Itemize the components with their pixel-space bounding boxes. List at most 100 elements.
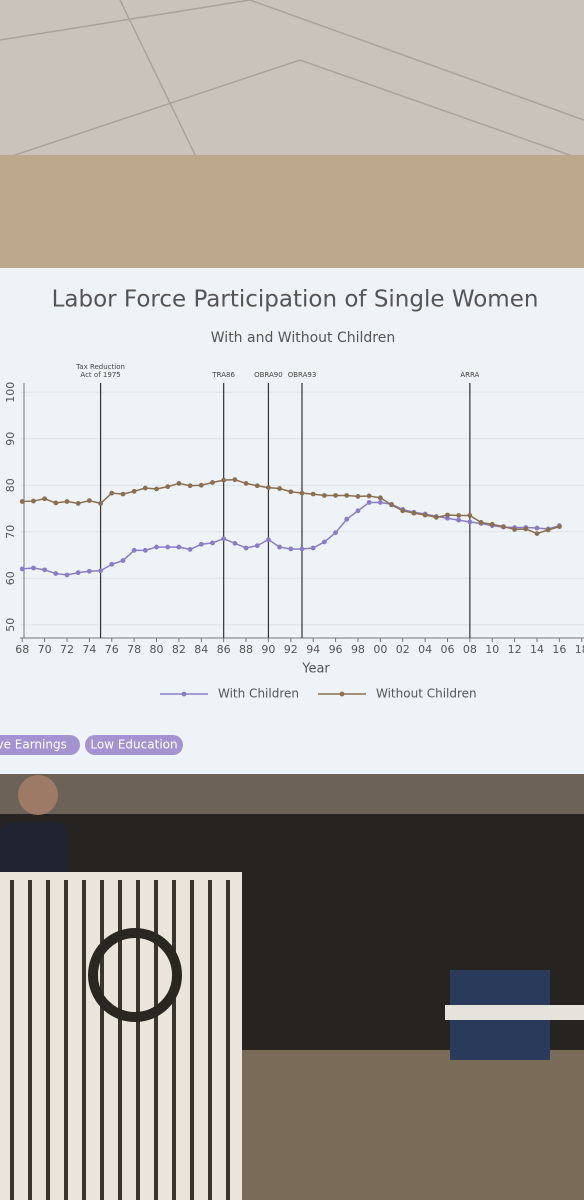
x-tick-label: 82 [172,643,186,656]
data-point [75,500,81,506]
data-point [344,493,350,498]
data-point [456,517,462,523]
x-tick-label: 80 [150,643,164,656]
tag-label: Low Education [90,738,177,752]
tag [0,735,80,755]
data-point [243,545,249,551]
x-tick-label: 12 [508,643,522,656]
data-point [187,547,193,552]
data-point [400,508,406,514]
data-point [534,525,540,531]
x-tick-label: 08 [463,643,477,656]
data-point [321,493,327,498]
wall [0,155,584,270]
data-point [165,544,171,550]
data-point [523,526,529,532]
data-point [355,508,361,514]
data-point [422,512,428,518]
table [445,1005,584,1020]
data-point [254,483,260,489]
legend-label: Without Children [376,687,477,701]
event-label: Act of 1975 [80,371,120,379]
data-point [165,484,171,490]
data-point [254,543,260,549]
chart-subtitle: With and Without Children [211,330,395,346]
legend-marker [181,691,187,697]
x-tick-label: 84 [194,643,208,656]
x-tick-label: 88 [239,643,253,656]
data-point [501,524,506,530]
data-point [154,544,159,550]
data-point [333,530,338,536]
data-point [266,485,271,490]
y-tick-label: 90 [4,432,17,446]
event-label: Tax Reduction [75,363,125,371]
event-label: TRA86 [211,371,235,379]
speaker-body [0,822,68,882]
y-tick-label: 70 [4,525,17,539]
data-point [42,496,48,502]
data-point [75,570,81,576]
data-point [86,568,92,574]
x-tick-label: 16 [552,643,566,656]
ceiling-panels [0,0,584,166]
data-point [221,536,227,542]
y-tick-label: 100 [4,382,17,403]
data-point [411,510,417,516]
x-tick-label: 04 [418,643,432,656]
chart-title: Labor Force Participation of Single Wome… [52,287,539,313]
data-point [64,572,70,578]
data-point [98,568,103,574]
y-tick-label: 50 [4,618,17,632]
data-point [288,546,294,552]
data-point [86,498,92,503]
data-point [142,485,148,491]
data-point [176,544,182,550]
data-point [232,540,238,546]
data-point [366,500,372,505]
data-point [198,482,204,488]
x-tick-label: 94 [306,643,320,656]
x-tick-label: 70 [38,643,52,656]
data-point [467,519,473,525]
speaker-head [18,775,58,815]
data-point [512,527,518,532]
x-tick-label: 92 [284,643,298,656]
legend-label: With Children [218,687,299,701]
data-point [321,539,327,545]
data-point [64,499,70,504]
ceiling [0,0,584,165]
data-point [556,524,562,530]
data-point [277,544,283,550]
data-point [489,521,495,527]
data-point [277,486,283,491]
data-point [120,558,126,563]
y-tick-label: 60 [4,571,17,585]
data-point [109,561,115,567]
data-point [53,571,59,576]
data-point [31,565,36,571]
data-point [98,500,103,506]
x-tick-label: 02 [396,643,410,656]
data-point [232,477,238,483]
tag-label: ive Earnings [0,738,67,752]
x-tick-label: 14 [530,643,544,656]
podium-stripes [10,880,230,1200]
data-point [534,531,540,536]
x-tick-label: 06 [440,643,454,656]
data-point [545,527,551,533]
data-point [355,494,361,499]
x-tick-label: 78 [127,643,141,656]
x-tick-label: 76 [105,643,119,656]
event-label: OBRA93 [288,371,317,379]
data-point [154,486,159,492]
x-tick-label: 74 [82,643,96,656]
x-tick-label: 90 [261,643,275,656]
x-tick-label: 96 [329,643,343,656]
data-point [433,514,439,520]
data-point [198,541,204,547]
data-point [344,516,350,522]
data-point [266,537,271,543]
data-point [53,500,59,506]
data-point [389,502,394,508]
